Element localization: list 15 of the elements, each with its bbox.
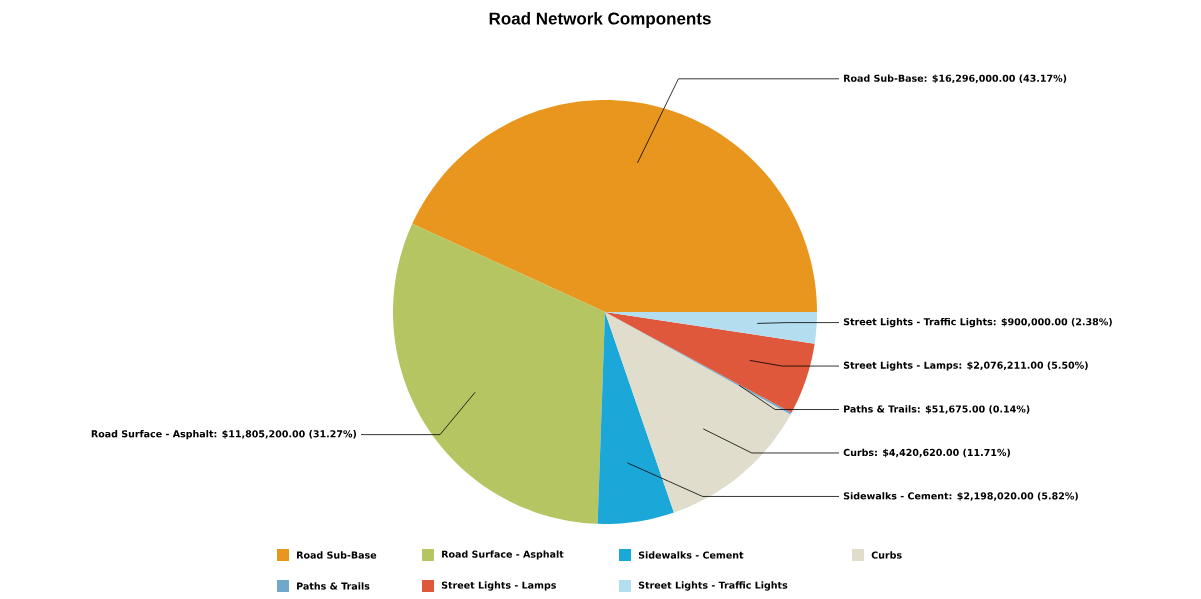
- data-label: Road Sub-Base: $16,296,000.00 (43.17%): [844, 74, 1067, 84]
- data-label: Street Lights - Traffic Lights: $900,000.00 (2.38%): [843, 317, 1112, 328]
- legend-label: Road Surface - Asphalt: [442, 550, 564, 560]
- data-label: Paths & Trails: $51,675.00 (0.14%): [844, 405, 1030, 414]
- data-label: Sidewalks - Cement: $2,198,020.00 (5.82%): [843, 492, 1078, 501]
- legend-label: Curbs: [871, 551, 902, 559]
- legend-label: Street Lights - Traffic Lights: [638, 581, 788, 591]
- legend-label: Road Sub-Base: [297, 551, 377, 559]
- legend-label: Street Lights - Lamps: [441, 581, 556, 591]
- chart-title: Road Network Components: [489, 12, 711, 28]
- data-label: Street Lights - Lamps: $2,076,211.00 (5.50%): [843, 361, 1088, 371]
- data-label: Road Surface - Asphalt: $11,805,200.00 (31.27%): [91, 430, 357, 440]
- data-label: Curbs: $4,420,620.00 (11.71%): [843, 448, 1010, 458]
- legend-label: Sidewalks - Cement: [638, 551, 744, 559]
- legend-label: Paths & Trails: [297, 582, 370, 590]
